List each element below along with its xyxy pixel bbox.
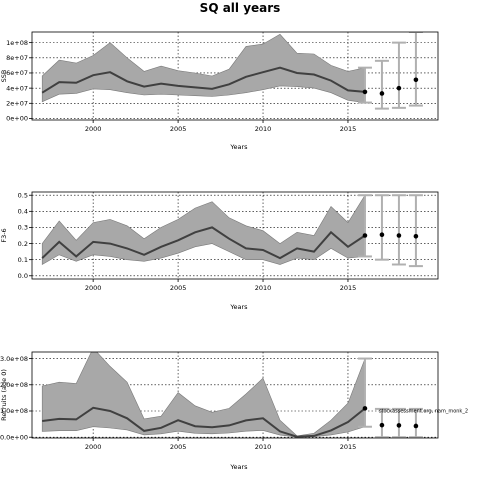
y-tick-label: 0.2 xyxy=(18,240,28,248)
x-tick-label: 2015 xyxy=(340,443,357,451)
panel-1: 2000 2005 2010 2015 0e+00 2e+07 4e+07 6e+07 8e+0… xyxy=(0,31,439,151)
y-tick-label: 2e+07 xyxy=(6,100,28,108)
source-annotation: stockassessment.org, nam_monk_2 xyxy=(379,408,468,414)
y-tick-label: 0.1 xyxy=(18,256,28,264)
y-tick-label: 2.0e+08 xyxy=(0,381,28,389)
x-tick-label: 2005 xyxy=(170,284,187,292)
y-axis-label: F3-6 xyxy=(0,228,8,242)
projection-point xyxy=(396,233,402,238)
y-tick-label: 1e+08 xyxy=(6,39,28,47)
projection-point xyxy=(396,423,402,428)
x-tick-label: 2000 xyxy=(85,443,102,451)
x-tick-label: 2000 xyxy=(85,125,102,133)
x-tick-label: 2005 xyxy=(170,443,187,451)
projection-point xyxy=(413,234,419,239)
panel-2: 2000 2005 2010 2015 0.0 0.1 0.2 0.3 0.4 0.5 Years F… xyxy=(0,191,439,311)
plot-area xyxy=(41,32,423,110)
x-axis-label: Years xyxy=(229,463,248,471)
projection-point xyxy=(362,406,368,411)
y-tick-label: 1.0e+08 xyxy=(0,407,28,415)
y-tick-label: 0.4 xyxy=(18,208,28,216)
y-axis-label: SSB xyxy=(0,70,8,83)
x-tick-label: 2015 xyxy=(340,125,357,133)
y-axis-label: Recruits (age 0) xyxy=(0,369,8,421)
estimate-line xyxy=(41,226,366,260)
projection-point xyxy=(413,77,419,83)
x-tick-label: 2010 xyxy=(255,443,272,451)
panel-3: 2000 2005 2010 2015 0.0e+00 1.0e+08 2.0e+08 3.0… xyxy=(0,351,468,471)
projection-point xyxy=(413,423,419,429)
y-tick-label: 3.0e+08 xyxy=(0,355,28,363)
x-tick-label: 2005 xyxy=(170,125,187,133)
plot-area xyxy=(41,352,423,438)
confidence-band xyxy=(41,352,366,438)
x-tick-label: 2015 xyxy=(340,284,357,292)
y-tick-label: 6e+07 xyxy=(6,69,28,77)
projection-point xyxy=(362,233,368,238)
plot-area xyxy=(41,194,423,268)
projection-point xyxy=(379,91,385,96)
y-tick-label: 0.5 xyxy=(18,191,28,199)
y-tick-label: 8e+07 xyxy=(6,54,28,62)
estimate-line xyxy=(41,66,366,94)
projection-point xyxy=(379,232,385,237)
y-tick-label: 0.0 xyxy=(18,272,28,280)
x-tick-label: 2010 xyxy=(255,125,272,133)
projection-point xyxy=(379,422,385,428)
axes-frame xyxy=(31,351,439,439)
y-tick-label: 4e+07 xyxy=(6,84,28,92)
x-axis-label: Years xyxy=(229,303,248,311)
axes-frame xyxy=(31,191,439,280)
axes-frame xyxy=(31,31,439,121)
confidence-band xyxy=(41,33,366,103)
figure-title: SQ all years xyxy=(200,1,281,15)
x-axis-label: Years xyxy=(229,143,248,151)
y-tick-label: 0.3 xyxy=(18,224,28,232)
estimate-line xyxy=(42,406,366,438)
panels: 2000 2005 2010 2015 0e+00 2e+07 4e+07 6e+07 8e+0… xyxy=(0,31,468,471)
y-tick-label: 0.0e+00 xyxy=(0,433,28,441)
projection-point xyxy=(362,89,368,95)
x-tick-label: 2000 xyxy=(85,284,102,292)
x-tick-label: 2010 xyxy=(255,284,272,292)
y-tick-label: 0e+00 xyxy=(6,115,28,123)
projection-point xyxy=(396,85,402,91)
